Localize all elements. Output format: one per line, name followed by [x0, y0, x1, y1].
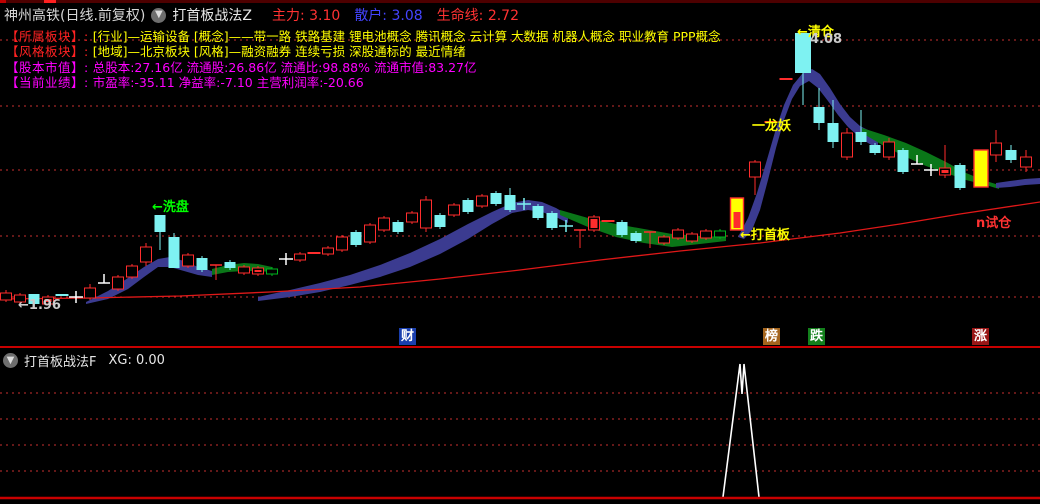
indicator-name: 打首板战法Z	[172, 8, 252, 24]
retail-value: 3.08	[391, 8, 423, 24]
first-board-annotation: ←打首板	[740, 228, 790, 243]
test-position-annotation: n试仓	[976, 216, 1012, 231]
chart-header: 神州高铁(日线.前复权) ▼ 打首板战法Z 主力: 3.10 散户: 3.08 …	[4, 5, 533, 25]
washout-annotation: ←洗盘	[152, 200, 189, 215]
retail-field: 散户: 3.08	[354, 5, 422, 25]
main-candlestick-chart[interactable]	[0, 0, 1040, 346]
low-price-annotation: ←1.96	[18, 298, 61, 313]
info-text-capital: 总股本:27.16亿 流通股:26.86亿 流通比:98.88% 流通市值:83…	[92, 59, 477, 75]
titlebar-accent-block	[44, 0, 56, 3]
retail-label: 散户:	[354, 8, 388, 24]
marker-zhang: 涨	[972, 328, 989, 345]
info-label-capital: 【股本市值】:	[6, 59, 89, 75]
info-text-sectors: [行业]—运输设备 [概念]——带一路 铁路基建 锂电池概念 腾讯概念 云计算 …	[92, 29, 721, 44]
main-force-value: 3.10	[309, 8, 341, 24]
marker-cai: 财	[399, 328, 416, 345]
info-label-sectors: 【所属板块】:	[6, 29, 89, 44]
chevron-down-icon[interactable]: ▼	[3, 353, 18, 368]
stock-info-block: 【所属板块】: [行业]—运输设备 [概念]——带一路 铁路基建 锂电池概念 腾…	[6, 29, 721, 91]
titlebar-strip	[0, 0, 1040, 3]
clear-position-annotation: ←清仓	[797, 25, 834, 40]
marker-bang: 榜	[763, 328, 780, 345]
sub-indicator-name: 打首板战法F	[24, 355, 97, 370]
lifeline-label: 生命线:	[436, 8, 484, 24]
info-line-performance: 【当前业绩】: 市盈率:-35.11 净益率:-7.10 主营利润率:-20.6…	[6, 75, 721, 90]
stock-title: 神州高铁(日线.前复权)	[4, 8, 146, 24]
chevron-down-icon[interactable]: ▼	[151, 7, 167, 23]
info-label-style: 【风格板块】:	[6, 44, 89, 60]
info-line-capital: 【股本市值】: 总股本:27.16亿 流通股:26.86亿 流通比:98.88%…	[6, 60, 721, 75]
lifeline-field: 生命线: 2.72	[437, 5, 519, 25]
info-line-sectors: 【所属板块】: [行业]—运输设备 [概念]——带一路 铁路基建 锂电池概念 腾…	[6, 29, 721, 44]
sub-indicator-value: XG: 0.00	[108, 353, 165, 368]
dragon-annotation: 一龙妖	[752, 119, 792, 134]
panel-separator	[0, 346, 1040, 348]
titlebar-accent-left	[0, 0, 6, 3]
main-force-field: 主力: 3.10	[272, 5, 340, 25]
info-text-style: [地域]—北京板块 [风格]—融资融券 连续亏损 深股通标的 最近情绪	[92, 44, 466, 60]
info-label-performance: 【当前业绩】:	[6, 75, 89, 91]
lifeline-value: 2.72	[487, 8, 519, 24]
high-price-annotation: 4.08	[810, 32, 843, 47]
main-force-label: 主力:	[271, 8, 305, 24]
sub-chart-header: ▼ 打首板战法F XG: 0.00	[3, 351, 165, 370]
marker-die: 跌	[808, 328, 825, 345]
info-text-performance: 市盈率:-35.11 净益率:-7.10 主营利润率:-20.66	[92, 75, 364, 91]
info-line-style: 【风格板块】: [地域]—北京板块 [风格]—融资融券 连续亏损 深股通标的 最…	[6, 44, 721, 59]
signal-indicator-chart[interactable]	[0, 347, 1040, 504]
